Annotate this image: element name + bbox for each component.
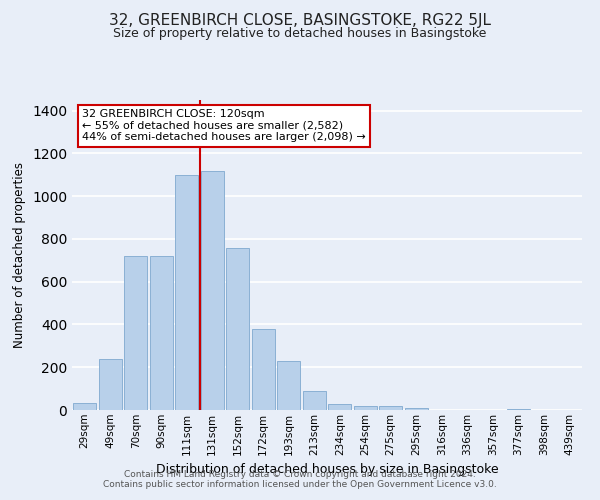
Bar [404, 408, 428, 410]
Bar [200, 170, 224, 410]
Bar [124, 256, 148, 410]
Text: Size of property relative to detached houses in Basingstoke: Size of property relative to detached ho… [113, 28, 487, 40]
Bar [98, 358, 122, 410]
Y-axis label: Number of detached properties: Number of detached properties [13, 162, 26, 348]
Text: 32, GREENBIRCH CLOSE, BASINGSTOKE, RG22 5JL: 32, GREENBIRCH CLOSE, BASINGSTOKE, RG22 … [109, 12, 491, 28]
X-axis label: Distribution of detached houses by size in Basingstoke: Distribution of detached houses by size … [155, 463, 499, 476]
Bar [506, 409, 530, 410]
Text: Contains HM Land Registry data © Crown copyright and database right 2024.
Contai: Contains HM Land Registry data © Crown c… [103, 470, 497, 490]
Bar [226, 248, 250, 410]
Bar [379, 406, 403, 410]
Bar [251, 329, 275, 410]
Bar [73, 402, 97, 410]
Bar [353, 406, 377, 410]
Bar [302, 391, 326, 410]
Bar [175, 175, 199, 410]
Bar [277, 361, 301, 410]
Bar [328, 404, 352, 410]
Bar [149, 256, 173, 410]
Text: 32 GREENBIRCH CLOSE: 120sqm
← 55% of detached houses are smaller (2,582)
44% of : 32 GREENBIRCH CLOSE: 120sqm ← 55% of det… [82, 110, 366, 142]
